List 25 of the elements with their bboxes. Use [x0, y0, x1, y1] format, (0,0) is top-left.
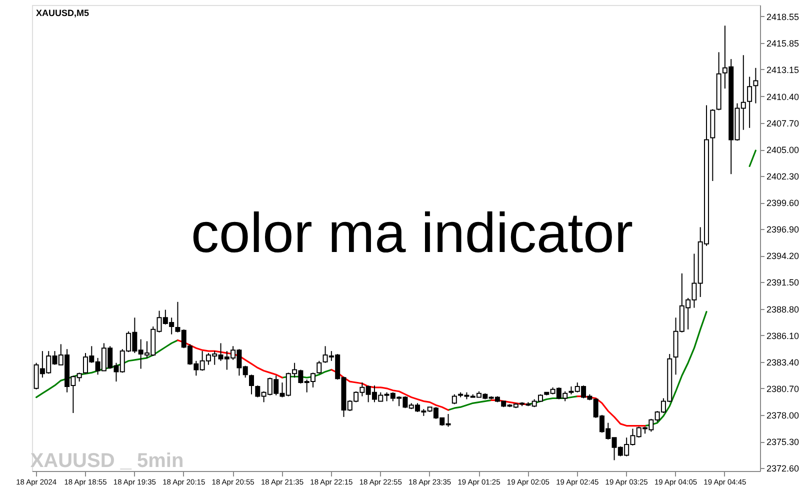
- y-tick-label: 2372.60: [766, 464, 800, 474]
- y-tick-label: 2391.50: [766, 278, 800, 288]
- y-tick-label: 2375.30: [766, 437, 800, 448]
- candlestick: [249, 374, 254, 395]
- candlestick: [316, 360, 322, 374]
- chart-title: XAUUSD,M5: [36, 8, 90, 18]
- annotation: color ma indicator: [191, 201, 633, 264]
- y-tick-label: 2410.40: [766, 92, 800, 102]
- y-tick-label: 2413.15: [766, 64, 800, 75]
- candlestick: [452, 394, 457, 405]
- y-tick-label: 2399.60: [766, 198, 800, 208]
- y-tick-label: 2394.20: [766, 251, 800, 262]
- y-tick-label: 2396.90: [766, 224, 800, 235]
- y-tick-label: 2415.85: [766, 38, 800, 48]
- y-tick-label: 2407.70: [766, 118, 800, 128]
- y-tick-label: 2402.30: [766, 172, 800, 182]
- y-tick-label: 2418.55: [766, 12, 800, 22]
- y-tick-label: 2378.00: [766, 410, 800, 420]
- y-tick-label: 2405.00: [766, 145, 800, 156]
- y-tick-label: 2383.40: [766, 357, 800, 368]
- y-tick-label: 2386.10: [766, 330, 800, 341]
- y-tick-label: 2380.70: [766, 384, 800, 394]
- y-tick-label: 2388.80: [766, 304, 800, 314]
- candlestick: [753, 67, 758, 104]
- candlestick: [747, 76, 752, 128]
